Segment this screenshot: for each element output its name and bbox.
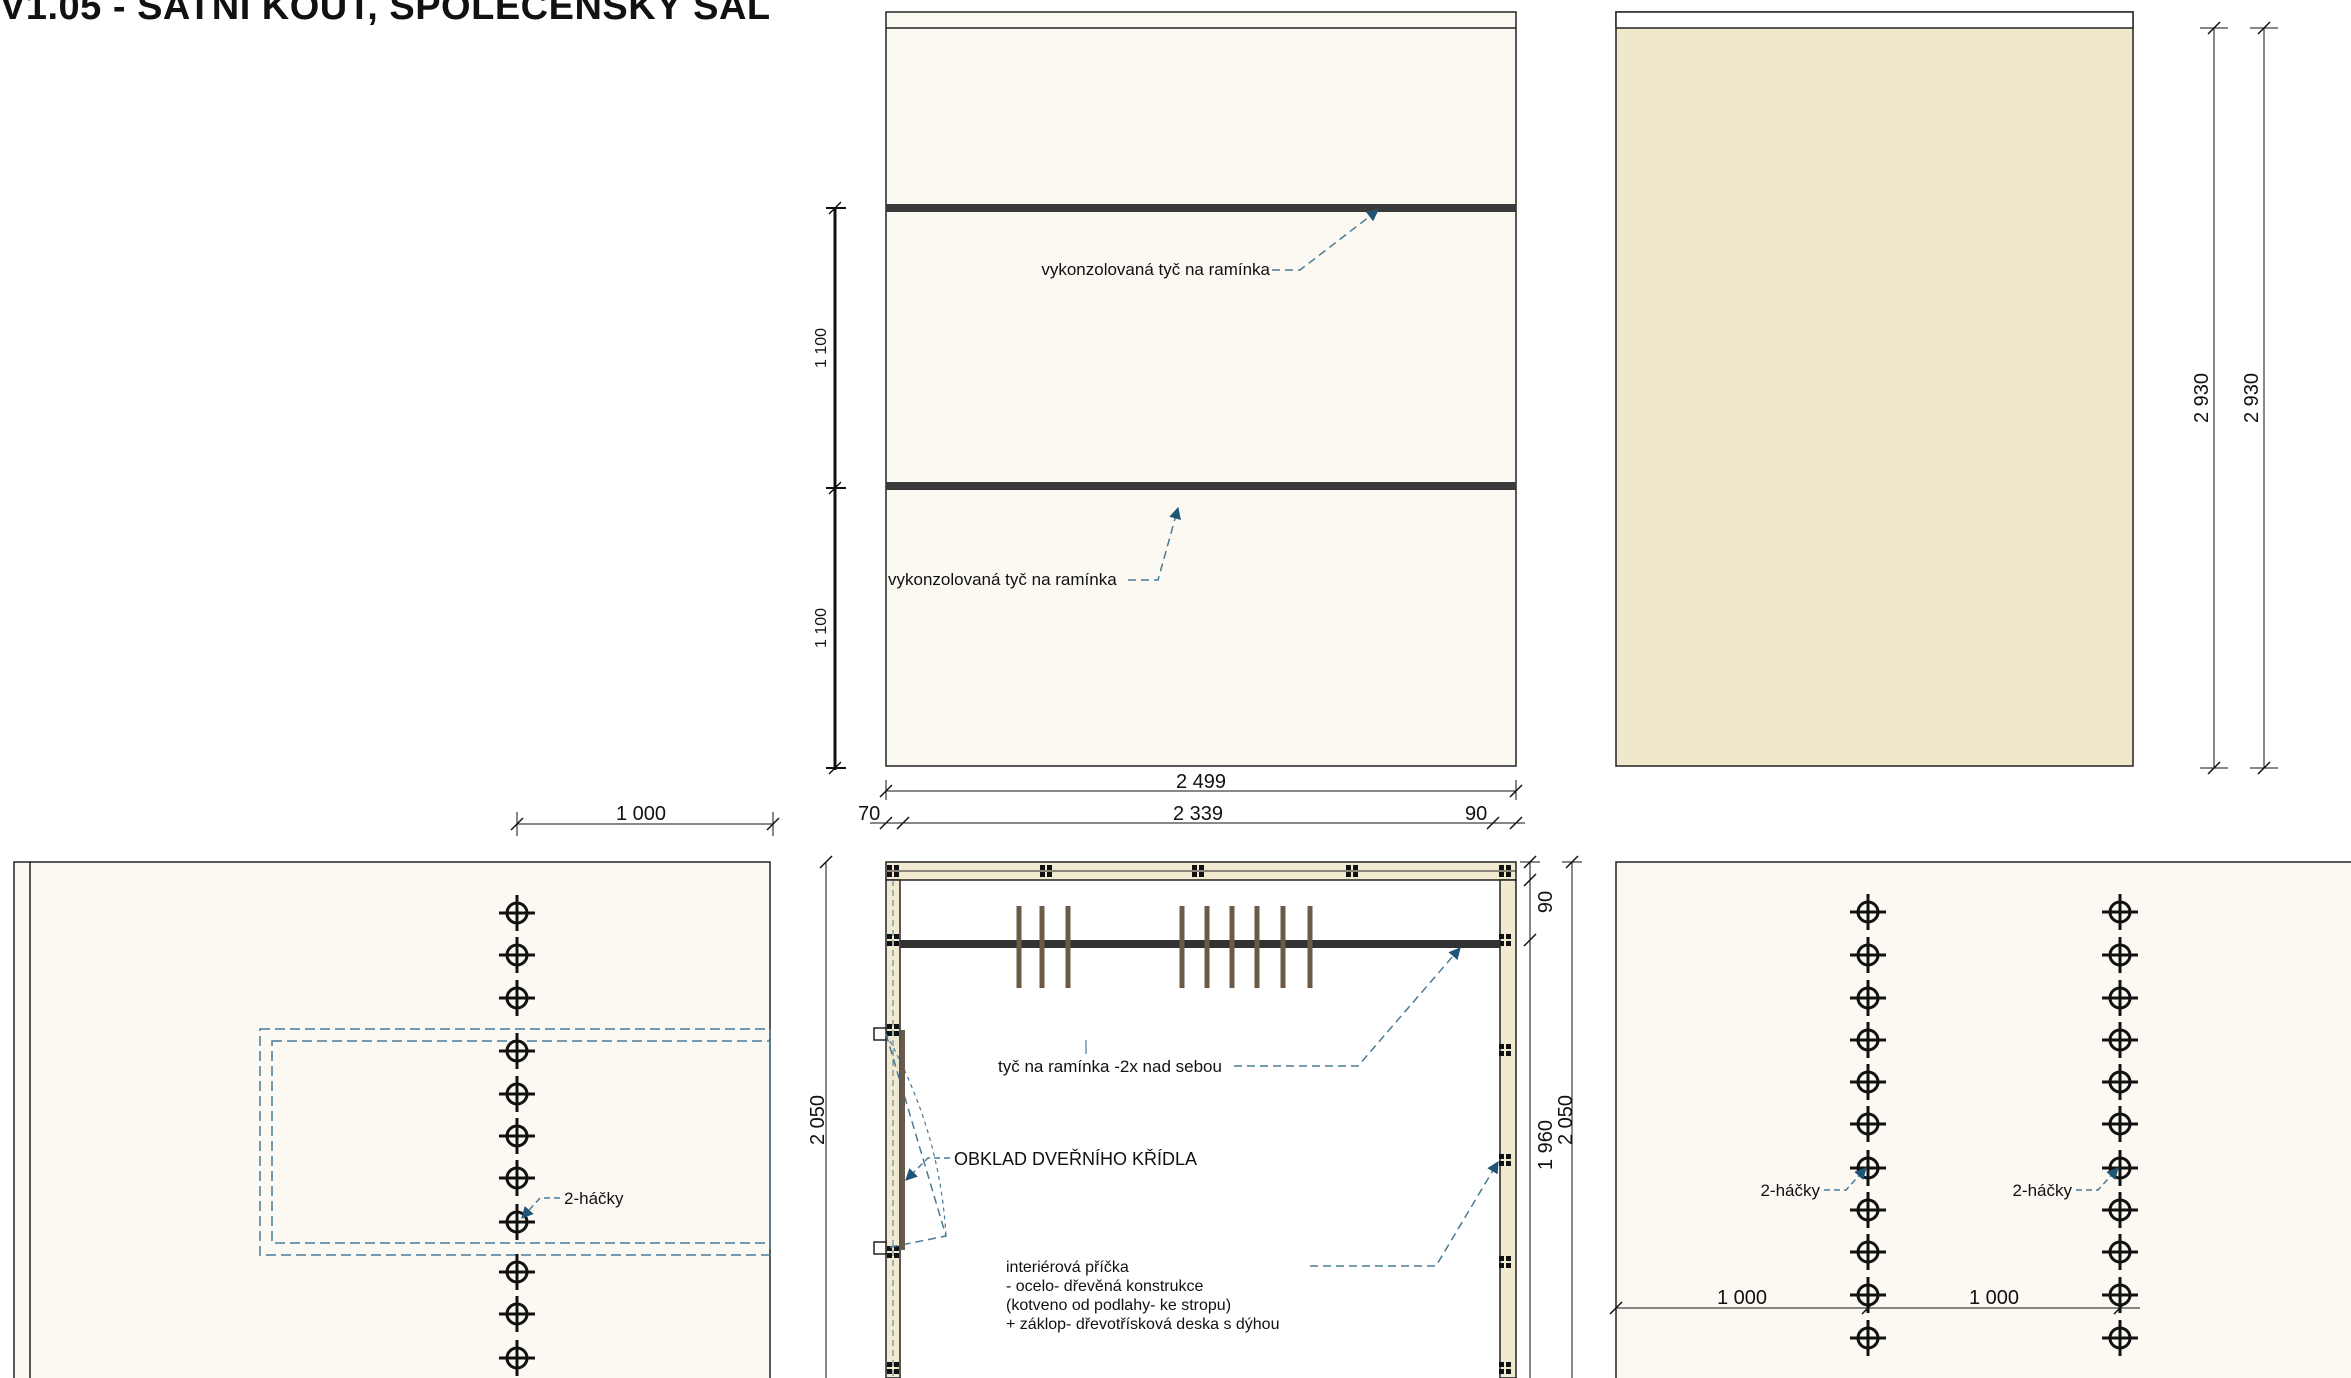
dim-plan-2050-right: 2 050 <box>1555 1095 1577 1145</box>
dim-width-1000: 1 000 <box>616 803 666 825</box>
dim-plan-90: 90 <box>1535 891 1557 913</box>
dim-width-1000-left: 1 000 <box>1717 1287 1767 1309</box>
partition-note: interiérová příčka - ocelo- dřevěná kons… <box>1006 1259 1279 1333</box>
plan-right-wall <box>1499 879 1517 1378</box>
dim-height-2930-a: 2 930 <box>2191 373 2213 423</box>
veneer-partition-panel <box>1615 11 2134 767</box>
rail-leader <box>1234 947 1461 1067</box>
dim-plan-1960: 1 960 <box>1535 1120 1557 1170</box>
dim-total-2499: 2 499 <box>1176 771 1226 793</box>
dim-width-1000-right: 1 000 <box>1969 1287 2019 1309</box>
bottom-right-elevation: 2-háčky 2-háčky 1 000 1 000 <box>1609 861 2351 1378</box>
dim-offset-90: 90 <box>1465 803 1487 825</box>
partition-leader <box>1310 1160 1499 1267</box>
dim-lower-1100: 1 100 <box>813 608 830 648</box>
door-leader <box>905 1157 950 1181</box>
partition-line-3: (kotveno od podlahy- ke stropu) <box>1006 1297 1231 1314</box>
dim-inner-2339: 2 339 <box>1173 803 1223 825</box>
dim-plan-2050-left: 2 050 <box>807 1095 829 1145</box>
drawing-title: V1.05 - ŠATNÍ KOUT, SPOLEČENSKÝ SÁL <box>0 0 771 28</box>
hook-label-left: 2-háčky <box>1760 1181 1820 1200</box>
partition-line-1: interiérová příčka <box>1006 1259 1129 1276</box>
top-center-elevation: vykonzolovaná tyč na ramínka vykonzolova… <box>813 11 1525 830</box>
hook-leader-right <box>2076 1167 2119 1191</box>
lower-hanging-rail <box>886 482 1516 490</box>
hook-label-right: 2-háčky <box>2012 1181 2072 1200</box>
top-right-elevation: 2 930 2 930 <box>1615 11 2278 775</box>
door-outline-outer <box>259 1028 771 1256</box>
bottom-left-elevation: 2-háčky 1 000 <box>13 802 780 1378</box>
coat-hangers <box>1016 906 1313 988</box>
lower-rail-label: vykonzolovaná tyč na ramínka <box>888 570 1117 589</box>
hook-leader <box>521 1197 560 1219</box>
door-swing <box>873 1027 947 1255</box>
plan-hanging-rail <box>900 940 1500 948</box>
hook-leader-left <box>1824 1167 1867 1191</box>
dim-upper-1100: 1 100 <box>813 328 830 368</box>
bottom-center-plan: tyč na ramínka -2x nad sebou OBKLAD DVEŘ… <box>807 855 1582 1378</box>
door-label: OBKLAD DVEŘNÍHO KŘÍDLA <box>954 1149 1197 1169</box>
partition-line-2: - ocelo- dřevěná konstrukce <box>1006 1278 1204 1295</box>
dim-offset-70: 70 <box>858 803 880 825</box>
rail-label: tyč na ramínka -2x nad sebou <box>998 1057 1222 1076</box>
lower-rail-leader <box>1128 506 1181 581</box>
bottom-left-panel <box>13 861 771 1378</box>
upper-hanging-rail <box>886 204 1516 212</box>
dim-height-2930-b: 2 930 <box>2241 373 2263 423</box>
hook-label: 2-háčky <box>564 1189 624 1208</box>
partition-line-4: + záklop- dřevotřísková deska s dýhou <box>1006 1316 1279 1333</box>
upper-rail-label: vykonzolovaná tyč na ramínka <box>1041 260 1270 279</box>
top-center-panel <box>885 11 1517 767</box>
upper-rail-leader <box>1272 209 1379 271</box>
